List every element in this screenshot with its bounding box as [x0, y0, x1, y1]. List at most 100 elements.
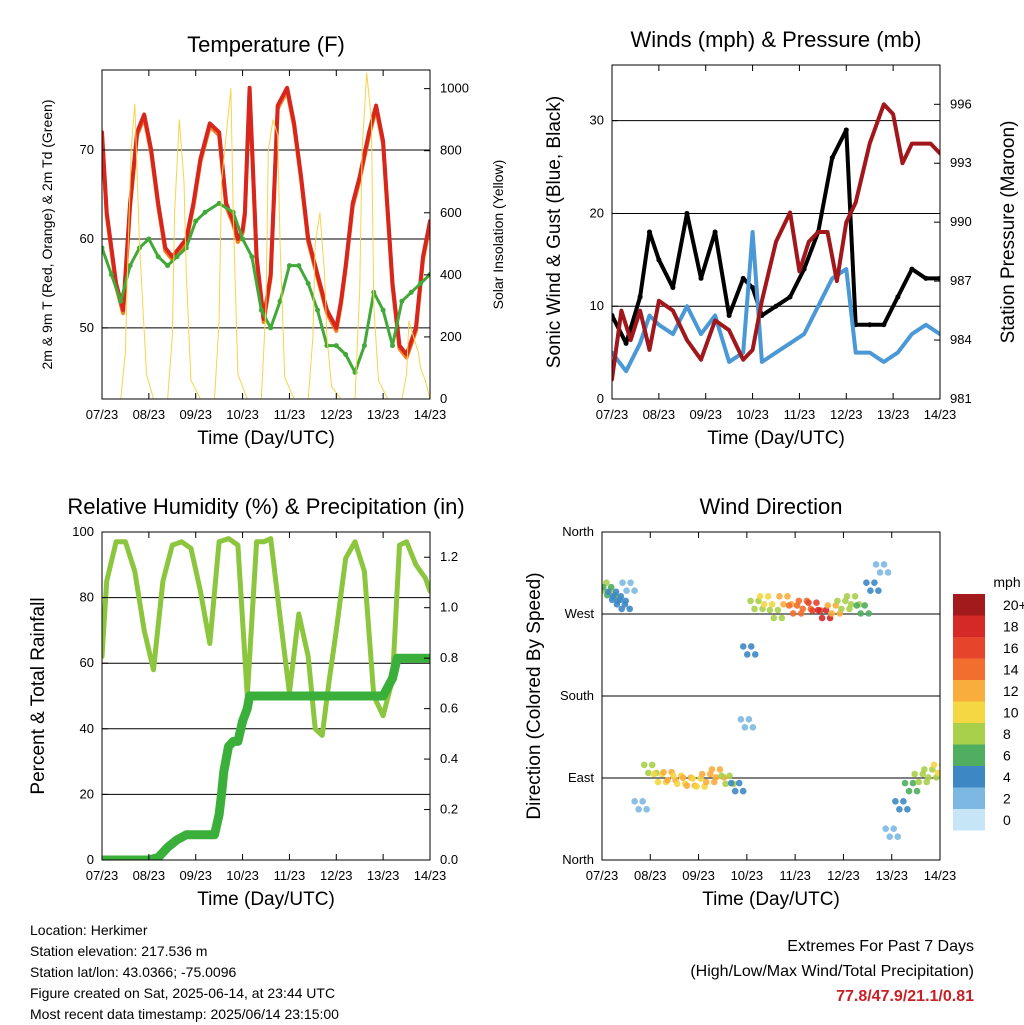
series-point [909, 266, 915, 272]
series-point [684, 210, 690, 216]
y-tick-label: 20 [590, 205, 604, 220]
y-tick-right-label: 1000 [440, 81, 469, 96]
temperature-xlabel: Time (Day/UTC) [197, 428, 335, 449]
series-point [895, 294, 901, 300]
direction-point [766, 606, 774, 614]
direction-point [722, 780, 729, 788]
direction-point [884, 569, 892, 576]
direction-point [880, 561, 888, 568]
x-tick-label: 14/23 [414, 868, 447, 883]
direction-point [776, 593, 783, 600]
y-tick-right-label: 0.0 [440, 852, 458, 867]
direction-point [669, 772, 677, 780]
series-point [127, 263, 133, 269]
extremes-title: Extremes For Past 7 Days [787, 938, 974, 955]
direction-point [708, 766, 716, 773]
y-tick-right-label: 1.0 [440, 600, 458, 615]
y-tick-label: 0 [597, 391, 604, 406]
legend-swatch [953, 766, 985, 788]
legend-swatch [953, 744, 985, 766]
direction-point [853, 602, 861, 609]
x-tick-label: 09/23 [689, 407, 722, 422]
direction-point [890, 825, 898, 832]
direction-point [595, 579, 602, 586]
y-tick-right-label: 0.4 [440, 751, 458, 766]
direction-point [747, 643, 755, 650]
direction-point [871, 579, 878, 586]
series-point [361, 343, 367, 349]
direction-point [882, 825, 890, 832]
y-tick-right-label: 987 [950, 273, 972, 288]
series-point [923, 275, 929, 281]
series-point [146, 236, 152, 242]
x-tick-label: 08/23 [133, 868, 166, 883]
direction-series [595, 561, 940, 840]
y-tick-right-label: 981 [950, 391, 972, 406]
station-latlon: Station lat/lon: 43.0366; -75.0096 [30, 964, 237, 980]
direction-point [747, 597, 754, 605]
series-point [333, 343, 339, 349]
direction-point [643, 806, 650, 813]
series-point [240, 236, 246, 242]
direction-point [623, 587, 630, 594]
direction-point [799, 605, 807, 613]
direction-point [900, 798, 907, 805]
x-tick-label: 09/23 [179, 407, 212, 422]
direction-point [673, 780, 681, 788]
station-location: Location: Herkimer [30, 922, 148, 938]
direction-point [760, 601, 768, 608]
series-point [296, 263, 302, 269]
direction-point [809, 607, 816, 615]
x-tick-label: 12/23 [320, 407, 353, 422]
legend-label: 10 [1003, 705, 1019, 721]
legend-title: mph [993, 574, 1020, 590]
y-tick-label: 60 [80, 231, 94, 246]
direction-point [626, 605, 634, 613]
direction-point [640, 761, 648, 769]
series-point [390, 343, 396, 349]
direction-point [619, 579, 626, 586]
direction-point [875, 587, 882, 594]
y-tick-label: 40 [80, 721, 94, 736]
temperature-ylabel-right: Solar Insolation (Yellow) [490, 160, 506, 310]
x-tick-label: 11/23 [784, 407, 816, 422]
direction-point [639, 798, 646, 805]
x-tick-label: 12/23 [827, 868, 860, 883]
direction-point [731, 787, 739, 795]
direction-point [751, 651, 759, 658]
series-point [183, 245, 189, 251]
direction-point [785, 602, 793, 609]
speed-legend: mph 20+ 18 16 14 12 10 8 6 4 2 0 [953, 574, 1024, 831]
y-tick-right-label: 200 [440, 329, 462, 344]
direction-point [838, 605, 845, 613]
y-tick-label: 50 [80, 320, 94, 335]
series-rh [102, 536, 430, 738]
y-tick-right-label: 993 [950, 155, 972, 170]
y-tick-right-label: 0 [440, 391, 447, 406]
series-point [670, 285, 676, 291]
direction-point [909, 779, 917, 787]
direction-xlabel: Time (Day/UTC) [702, 889, 840, 910]
direction-point [631, 798, 638, 805]
direction-point [698, 770, 706, 778]
series-point [881, 322, 887, 328]
series-precipitation [102, 653, 430, 860]
direction-point [784, 593, 791, 600]
direction-point [743, 651, 751, 658]
legend-swatch [953, 658, 985, 680]
direction-point [631, 587, 638, 594]
direction-point [851, 593, 859, 600]
x-tick-label: 13/23 [367, 868, 400, 883]
direction-point [770, 614, 778, 622]
legend-label: 0 [1003, 812, 1011, 828]
direction-point [741, 724, 749, 731]
series-point [108, 272, 114, 278]
direction-point [737, 716, 745, 723]
y-tick-label: South [560, 688, 594, 703]
direction-point [716, 766, 724, 773]
direction-title: Wind Direction [699, 494, 842, 519]
series-point [399, 298, 405, 304]
direction-point [627, 579, 634, 586]
x-tick-label: 10/23 [226, 407, 259, 422]
direction-point [635, 806, 642, 813]
